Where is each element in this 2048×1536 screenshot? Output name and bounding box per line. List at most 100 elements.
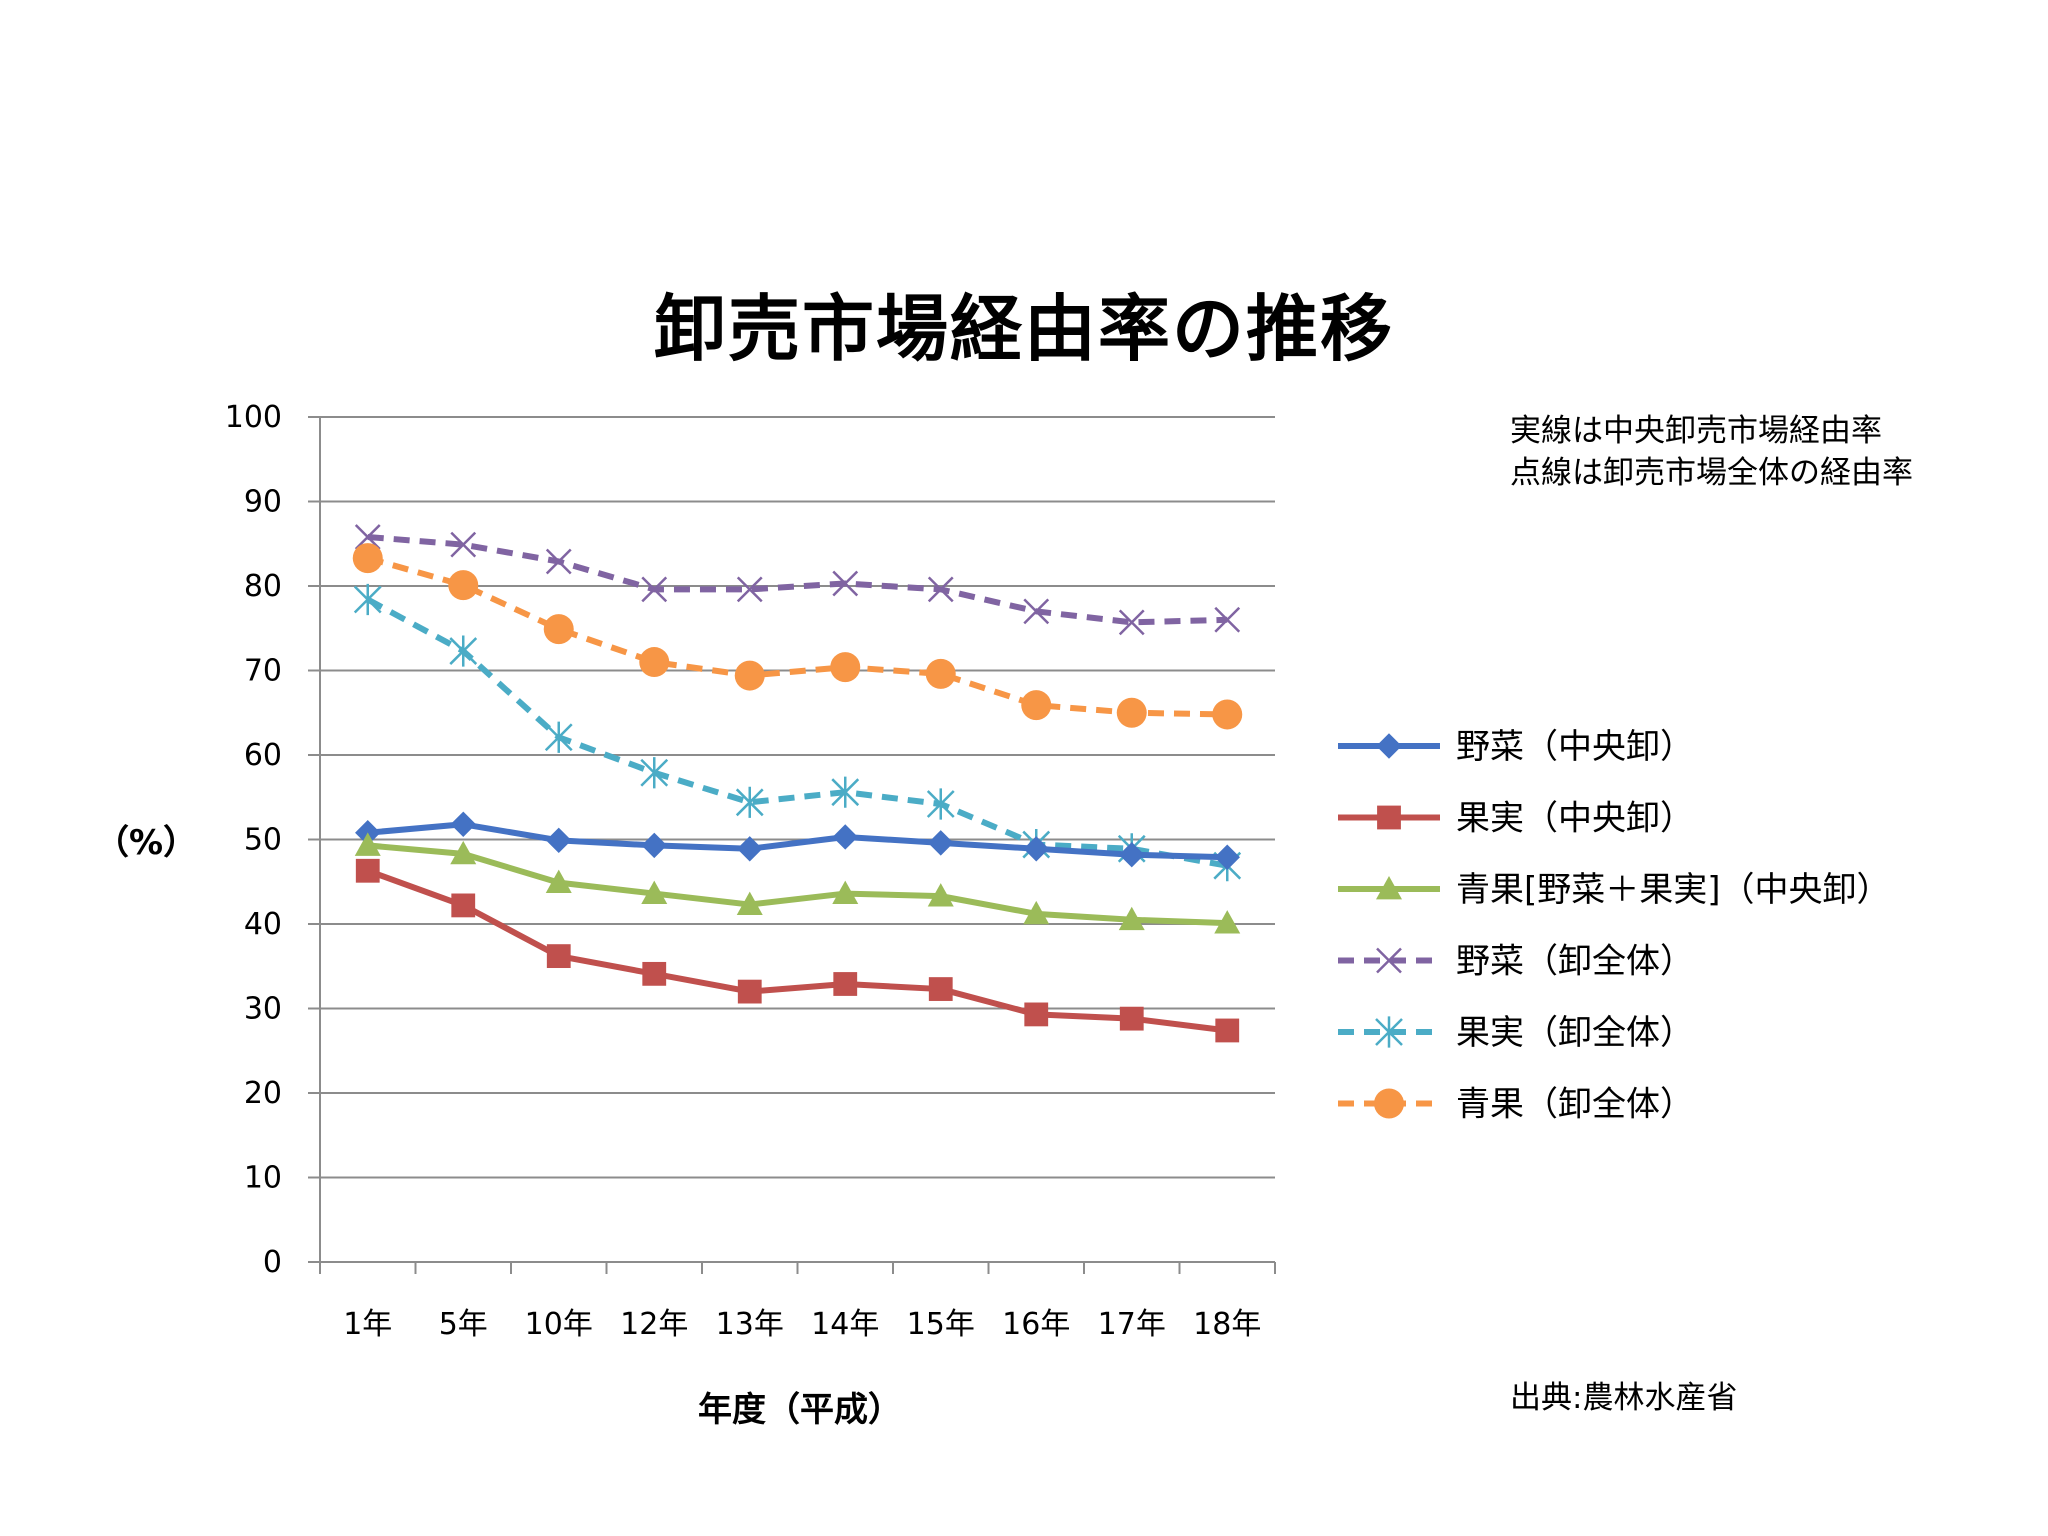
diamond-marker [641,832,667,859]
data-point [353,583,382,616]
diamond-marker [1119,842,1145,868]
x-marker [1023,598,1050,625]
y-tick-label: 60 [244,738,282,773]
series-line [367,533,1228,626]
asterisk-marker [926,788,955,820]
circle-marker [543,614,574,645]
circle-marker [448,570,479,601]
data-point [1023,598,1050,625]
data-point [355,858,380,883]
triangle-marker [1023,900,1050,925]
circle-marker [1021,690,1052,721]
asterisk-marker [449,635,478,667]
data-point [925,658,956,689]
y-tick-label: 80 [244,569,282,604]
x-tick-label: 15年 [907,1307,975,1342]
data-point [832,880,859,904]
legend-label: 青果（卸全体） [1456,1085,1694,1125]
y-tick-label: 10 [244,1161,282,1196]
y-axis-label: （%） [95,823,198,863]
note-line-dashed: 点線は卸売市場全体の経由率 [1510,455,1913,491]
data-point [1116,697,1147,728]
x-marker [545,548,572,575]
diamond-marker [737,836,763,862]
data-point [736,891,763,915]
legend-label: 野菜（卸全体） [1456,942,1694,982]
data-point [451,893,476,918]
x-tick-label: 12年 [620,1307,688,1342]
square-marker [928,977,953,1001]
data-point [1023,900,1050,925]
data-point [450,811,476,837]
x-tick-label: 13年 [716,1307,784,1342]
series-line [367,842,1228,927]
square-marker [1119,1006,1144,1031]
data-point [1119,1006,1144,1031]
triangle-marker [927,883,954,907]
asterisk-marker [735,786,764,818]
y-tick-label: 70 [244,654,282,689]
circle-marker [1374,1088,1404,1119]
square-marker [833,972,858,996]
square-marker [737,979,762,1004]
data-point [640,757,669,789]
diamond-marker [1214,844,1240,870]
x-marker [450,531,477,558]
data-point [736,576,763,603]
data-point [1119,842,1145,868]
data-point [1118,609,1145,636]
circle-marker [830,652,861,683]
triangle-marker [1214,910,1241,934]
note-line-solid: 実線は中央卸売市場経由率 [1510,413,1882,449]
square-marker [1024,1002,1049,1027]
data-point [543,614,574,645]
data-point [1375,1016,1403,1048]
x-marker [927,576,954,603]
x-marker [736,576,763,603]
data-point [448,570,479,601]
circle-marker [925,658,956,689]
asterisk-marker [831,776,860,808]
y-tick-label: 90 [244,485,282,520]
data-point [641,880,668,904]
circle-marker [734,660,765,691]
data-point [830,652,861,683]
asterisk-marker [640,757,669,789]
diamond-marker [1376,733,1402,759]
square-marker [451,893,476,918]
data-point [832,570,859,597]
data-point [1376,733,1402,759]
data-point [1212,699,1243,730]
data-point [1021,690,1052,721]
legend-label: 青果[野菜＋果実]（中央卸） [1456,870,1891,910]
data-point [1214,844,1240,870]
data-point [450,840,477,865]
diamond-marker [1023,836,1049,862]
y-tick-label: 40 [244,907,282,942]
data-point [546,944,571,969]
data-point [1376,876,1402,900]
data-point [1024,1002,1049,1027]
x-tick-label: 16年 [1002,1307,1070,1342]
diamond-marker [450,811,476,837]
data-point [641,576,668,603]
x-marker [641,576,668,603]
data-point [928,977,953,1001]
data-point [734,660,765,691]
x-tick-label: 10年 [525,1307,593,1342]
x-marker [832,570,859,597]
data-point [545,548,572,575]
data-point [927,576,954,603]
data-point [352,543,383,574]
data-point [641,832,667,859]
data-point [1215,1018,1240,1043]
data-point [926,788,955,820]
data-point [449,635,478,667]
data-point [1214,910,1241,934]
x-axis-label: 年度（平成） [698,1390,902,1430]
circle-marker [352,543,383,574]
series-line [367,821,1228,861]
data-point [354,832,381,856]
